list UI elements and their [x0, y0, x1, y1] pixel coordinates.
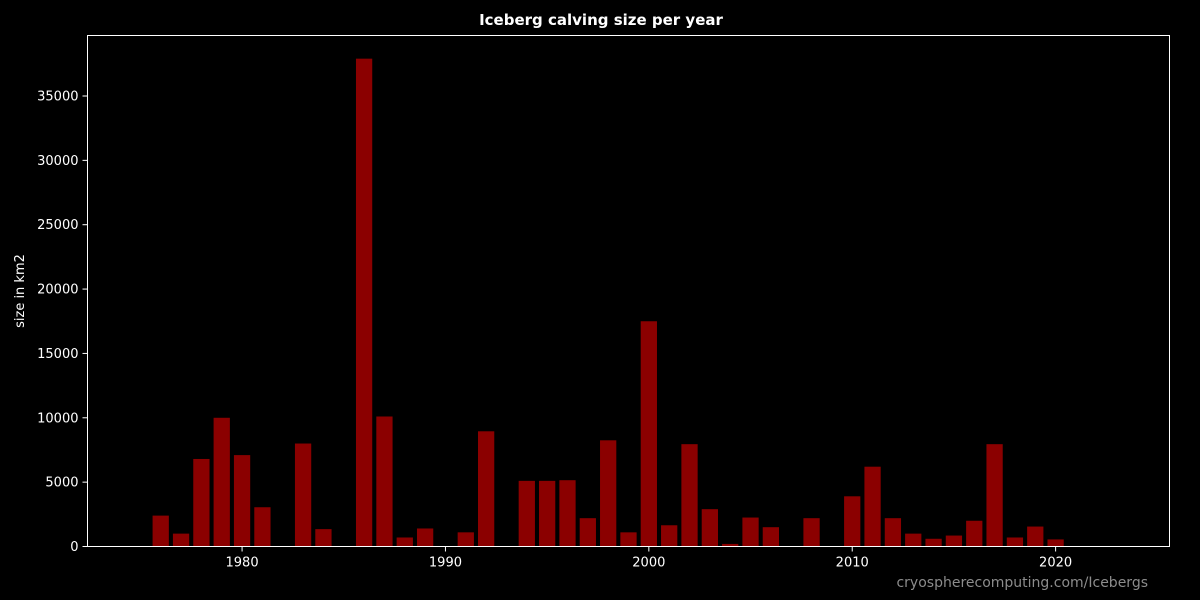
bar-1979 [213, 417, 230, 547]
bar-1991 [457, 532, 474, 547]
bar-1992 [477, 431, 495, 547]
bar-2017 [986, 444, 1003, 547]
bar-1989 [416, 528, 434, 547]
bar-1984 [315, 529, 332, 547]
bar-2006 [762, 527, 780, 547]
bar-1976 [152, 515, 169, 547]
bar-2003 [701, 509, 718, 547]
x-axis-ticks: 1980 1990 2000 2010 2020 [226, 546, 1072, 571]
bar-2013 [905, 533, 922, 547]
bar-2008 [803, 518, 820, 547]
y-tick-label: 35000 [37, 89, 78, 104]
x-tick-label: 1990 [429, 556, 462, 571]
bar-1978 [193, 458, 210, 547]
y-tick-label: 10000 [37, 411, 78, 426]
bar-2000 [640, 321, 657, 547]
bar-2005 [742, 517, 759, 547]
plot-frame [87, 35, 1170, 547]
bar-2015 [945, 535, 963, 547]
bar-2016 [966, 520, 983, 547]
bars-group [152, 58, 1064, 547]
x-tick-label: 2020 [1039, 556, 1072, 571]
bar-1998 [600, 440, 617, 547]
bar-1994 [518, 480, 535, 547]
credit-text: cryospherecomputing.com/Icebergs [896, 575, 1148, 591]
bar-2001 [661, 525, 678, 547]
bar-1997 [579, 518, 596, 547]
bar-2018 [1006, 537, 1024, 547]
x-tick-label: 2010 [836, 556, 869, 571]
bar-1983 [294, 443, 312, 547]
y-axis-label: size in km2 [13, 254, 28, 328]
bar-1999 [620, 532, 637, 547]
y-tick-label: 0 [70, 540, 78, 555]
bar-1996 [559, 480, 576, 547]
bar-1977 [172, 533, 190, 547]
bar-2010 [844, 496, 861, 547]
y-tick-label: 20000 [37, 283, 78, 298]
bar-2002 [681, 444, 698, 547]
bar-1980 [233, 455, 251, 547]
bar-2012 [884, 518, 902, 547]
chart-title: Iceberg calving size per year [479, 11, 723, 29]
bar-2011 [864, 466, 881, 547]
bar-2019 [1027, 526, 1044, 547]
y-axis-ticks: 0 5000 10000 15000 20000 25000 30000 35000 [37, 89, 88, 555]
x-tick-label: 2000 [632, 556, 665, 571]
bar-1988 [396, 537, 413, 547]
bar-2004 [722, 543, 739, 547]
bar-1981 [254, 507, 271, 547]
bar-1987 [376, 416, 393, 547]
bar-1986 [355, 58, 373, 547]
bar-2020 [1047, 539, 1064, 547]
bar-1995 [539, 480, 556, 547]
y-tick-label: 25000 [37, 218, 78, 233]
y-tick-label: 15000 [37, 347, 78, 362]
x-tick-label: 1980 [226, 556, 259, 571]
y-tick-label: 30000 [37, 154, 78, 169]
bar-2014 [925, 538, 942, 547]
y-tick-label: 5000 [45, 476, 78, 491]
